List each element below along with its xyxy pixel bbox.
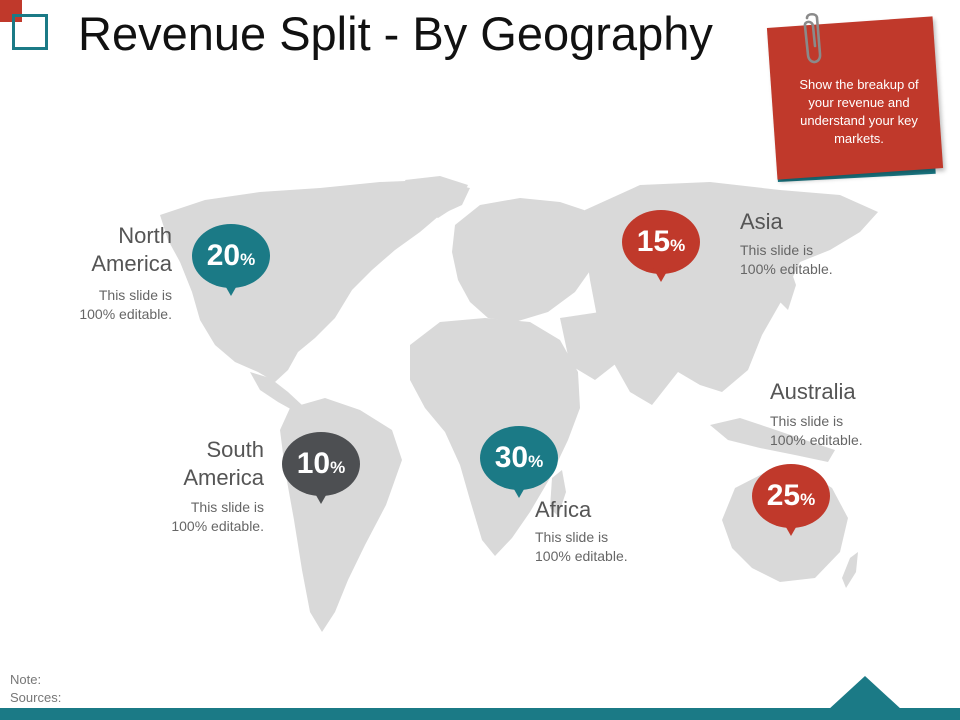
asia-description: This slide is 100% editable.	[740, 241, 880, 279]
north-america-label-line2: America	[91, 251, 172, 276]
map-south-america	[280, 398, 402, 632]
africa-pin-bubble: 30%	[480, 426, 558, 490]
footer-bar	[0, 708, 960, 720]
logo-outline-square	[12, 14, 48, 50]
australia-description: This slide is 100% editable.	[770, 412, 910, 450]
map-asia	[585, 182, 878, 405]
north-america-percent-sign: %	[240, 250, 256, 269]
footer-sources-label: Sources:	[10, 690, 62, 705]
australia-label: Australia	[770, 379, 856, 404]
north-america-description: This slide is 100% editable.	[42, 286, 172, 324]
paperclip-icon	[803, 12, 822, 64]
map-new-zealand	[842, 552, 858, 588]
asia-label: Asia	[740, 209, 783, 234]
africa-pin-tail	[511, 484, 527, 498]
map-indonesia	[710, 418, 835, 462]
south-america-desc-line1: This slide is	[190, 499, 264, 515]
asia-desc-line2: 100% editable.	[740, 261, 833, 277]
north-america-percentage: 20	[206, 239, 241, 272]
north-america-pin-tail	[223, 282, 239, 296]
map-europe	[452, 198, 600, 322]
footer-triangle	[828, 676, 902, 710]
north-america-pin-bubble: 20%	[192, 224, 270, 288]
australia-pin-tail	[783, 522, 799, 536]
australia-pin-bubble: 25%	[752, 464, 830, 528]
footer-note-label: Note:	[10, 672, 42, 687]
south-america-desc-line2: 100% editable.	[171, 518, 264, 534]
asia-percent-sign: %	[670, 236, 686, 255]
asia-percentage: 15	[636, 225, 671, 258]
australia-desc-line2: 100% editable.	[770, 432, 863, 448]
australia-percent-sign: %	[800, 490, 816, 509]
north-america-desc-line2: 100% editable.	[79, 306, 172, 322]
map-madagascar	[550, 470, 566, 516]
map-greenland	[405, 176, 468, 218]
south-america-percent-sign: %	[330, 458, 346, 477]
australia-desc-line1: This slide is	[770, 413, 844, 429]
africa-percent-sign: %	[528, 452, 544, 471]
sticky-note-text: Show the breakup of your revenue and und…	[799, 77, 919, 146]
asia-pin-bubble: 15%	[622, 210, 700, 274]
map-japan	[775, 262, 796, 310]
south-america-description: This slide is 100% editable.	[134, 498, 264, 536]
south-america-label: South America	[150, 436, 264, 492]
south-america-pin-tail	[313, 490, 329, 504]
north-america-label-line1: North	[118, 223, 172, 248]
north-america-desc-line1: This slide is	[98, 287, 172, 303]
africa-desc-line2: 100% editable.	[535, 548, 628, 564]
map-central-america	[250, 372, 302, 412]
north-america-label: North America	[62, 222, 172, 278]
asia-pin-tail	[653, 268, 669, 282]
south-america-pin-bubble: 10%	[282, 432, 360, 496]
africa-percentage: 30	[494, 441, 529, 474]
africa-label: Africa	[535, 497, 592, 522]
asia-desc-line1: This slide is	[740, 242, 814, 258]
south-america-label-line1: South	[206, 437, 265, 462]
australia-percentage: 25	[766, 479, 801, 512]
south-america-percentage: 10	[296, 447, 331, 480]
page-title: Revenue Split - By Geography	[78, 7, 713, 60]
africa-description: This slide is 100% editable.	[535, 528, 675, 566]
africa-desc-line1: This slide is	[535, 529, 609, 545]
south-america-label-line2: America	[183, 465, 264, 490]
